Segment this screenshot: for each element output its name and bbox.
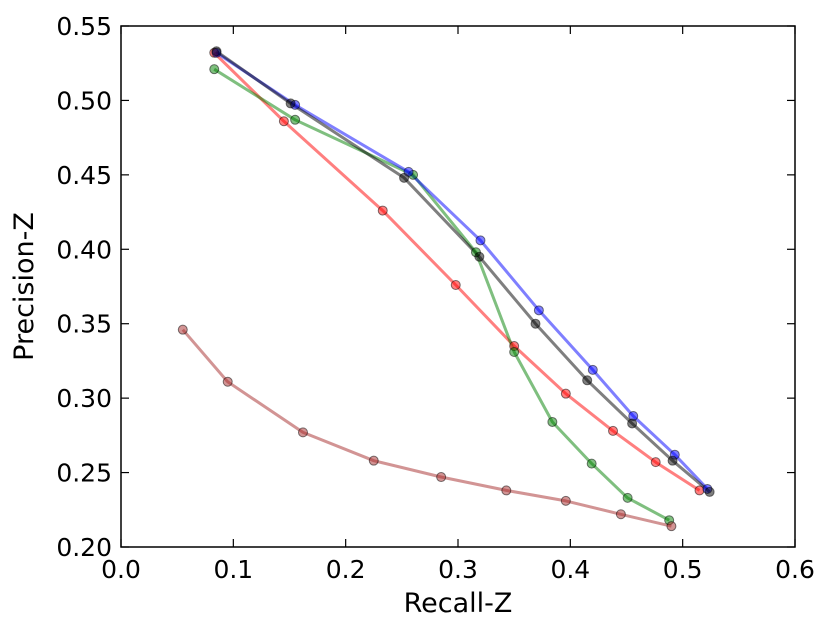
y-axis: 0.20 0.25 0.30 0.35 0.40 0.45 0.50 0.55 bbox=[56, 12, 795, 562]
x-tick-label: 0.0 bbox=[101, 555, 141, 584]
series-1-point bbox=[377, 205, 388, 216]
y-tick-label: 0.45 bbox=[56, 161, 112, 190]
series-4-point bbox=[285, 98, 296, 109]
series-4-point bbox=[474, 251, 485, 262]
series-5-point bbox=[615, 509, 626, 520]
series-4-point bbox=[399, 172, 410, 183]
series-5-point bbox=[368, 455, 379, 466]
series-1-point bbox=[650, 457, 661, 468]
series-2-point bbox=[622, 492, 633, 503]
series-5-point bbox=[560, 495, 571, 506]
series-5-point bbox=[222, 376, 233, 387]
series-2-point bbox=[290, 114, 301, 125]
series-3-point bbox=[587, 364, 598, 375]
series-2-point bbox=[509, 346, 520, 357]
series-4-point bbox=[704, 486, 715, 497]
series-1-point bbox=[450, 280, 461, 291]
series-4-point bbox=[627, 418, 638, 429]
series-2-point bbox=[586, 458, 597, 469]
series-3-point bbox=[475, 235, 486, 246]
series-4-point bbox=[211, 46, 222, 57]
series-1-point bbox=[278, 116, 289, 127]
series-4-point bbox=[582, 375, 593, 386]
x-tick-label: 0.3 bbox=[438, 555, 478, 584]
series-line-2 bbox=[213, 67, 670, 522]
y-axis-title: Precision-Z bbox=[9, 212, 40, 361]
series-1-point bbox=[608, 425, 619, 436]
series-lines bbox=[181, 50, 711, 528]
y-tick-label: 0.40 bbox=[56, 235, 112, 264]
y-tick-label: 0.25 bbox=[56, 459, 112, 488]
x-tick-label: 0.5 bbox=[663, 555, 703, 584]
y-tick-label: 0.20 bbox=[56, 533, 112, 562]
series-5-point bbox=[177, 324, 188, 335]
y-tick-label: 0.50 bbox=[56, 86, 112, 115]
series-line-5 bbox=[181, 328, 672, 528]
x-tick-label: 0.2 bbox=[326, 555, 366, 584]
x-axis-title: Recall-Z bbox=[404, 588, 513, 619]
series-4-point bbox=[530, 318, 541, 329]
x-tick-label: 0.1 bbox=[213, 555, 253, 584]
series-3-point bbox=[533, 305, 544, 316]
series-points bbox=[177, 46, 715, 532]
series-5-point bbox=[501, 485, 512, 496]
series-1-point bbox=[560, 388, 571, 399]
series-5-point bbox=[297, 427, 308, 438]
series-4-point bbox=[667, 455, 678, 466]
series-2-point bbox=[547, 416, 558, 427]
series-5-point bbox=[666, 521, 677, 532]
y-tick-label: 0.55 bbox=[56, 12, 112, 41]
x-axis: 0.0 0.1 0.2 0.3 0.4 0.5 0.6 bbox=[101, 26, 815, 584]
y-tick-label: 0.35 bbox=[56, 310, 112, 339]
series-5-point bbox=[436, 472, 447, 483]
y-tick-label: 0.30 bbox=[56, 384, 112, 413]
x-tick-label: 0.4 bbox=[550, 555, 590, 584]
x-tick-label: 0.6 bbox=[775, 555, 815, 584]
series-2-point bbox=[209, 64, 220, 75]
